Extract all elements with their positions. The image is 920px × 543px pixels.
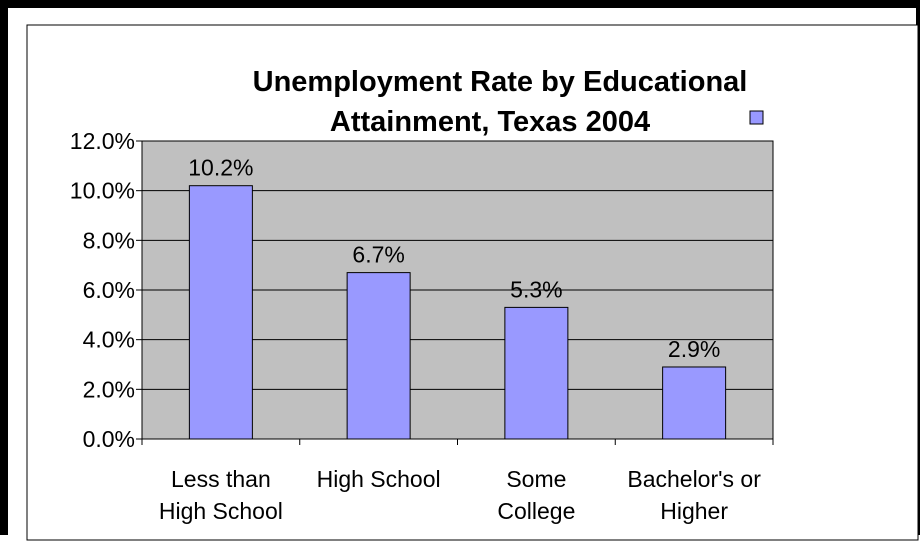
data-label: 10.2% [188,155,253,181]
category-label: Less than [171,466,271,492]
bar [346,272,411,440]
chart-title-line-1: Unemployment Rate by Educational [253,66,748,98]
bar [662,366,727,440]
y-tick-label: 10.0% [70,178,135,204]
data-label: 5.3% [510,276,562,302]
bars [188,185,727,440]
y-axis: 0.0% 2.0% 4.0% 6.0% 8.0% 10.0% 12.0% [70,128,143,452]
category-label: High School [317,466,441,492]
data-label: 6.7% [352,242,404,268]
y-tick-label: 4.0% [83,327,135,353]
y-tick-label: 12.0% [70,128,135,154]
y-tick-label: 2.0% [83,376,135,402]
bar-chart: Unemployment Rate by Educational Attainm… [26,24,919,541]
category-label: Some [506,466,566,492]
data-labels: 10.2% 6.7% 5.3% 2.9% [188,155,720,362]
category-label: Bachelor's or [627,466,761,492]
x-axis: Less than High School High School Some Colle… [141,438,774,524]
category-label: High School [159,498,283,524]
category-label: Higher [660,498,728,524]
chart-title-line-2: Attainment, Texas 2004 [330,106,650,138]
y-tick-label: 0.0% [83,426,135,452]
category-label: College [497,498,575,524]
bar [188,185,253,440]
legend-marker [749,110,764,125]
data-label: 2.9% [668,336,720,362]
y-tick-label: 6.0% [83,277,135,303]
bar [504,306,569,440]
y-tick-label: 8.0% [83,227,135,253]
